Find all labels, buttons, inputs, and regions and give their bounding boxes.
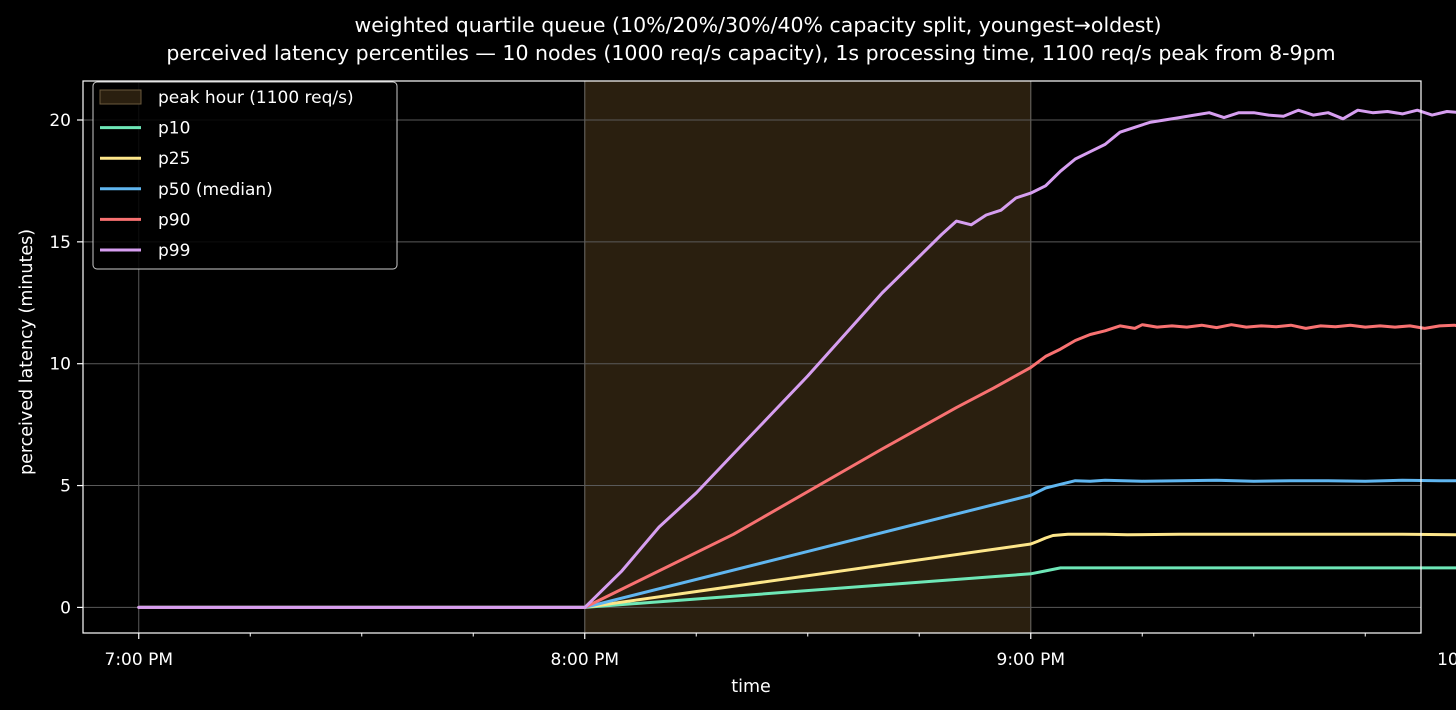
y-tick-label: 5 (60, 477, 71, 497)
legend-box (92, 81, 398, 270)
legend: peak hour (1100 req/s) p10 p25 p50 (median)… (92, 81, 398, 270)
series-line-p10 (137, 566, 1456, 609)
series-line-p90 (137, 323, 1456, 609)
y-tick-label: 0 (60, 598, 71, 618)
x-tick-label: 10:00 PM (1437, 650, 1456, 670)
chart-title: weighted quartile queue (10%/20%/30%/40%… (354, 13, 1161, 37)
x-tick-label: 9:00 PM (997, 650, 1066, 670)
legend-label: peak hour (1100 req/s) (158, 88, 354, 108)
y-tick-label: 10 (49, 355, 71, 375)
series-line-p99 (137, 108, 1456, 609)
peak-hour-band-layer (584, 81, 1032, 633)
series-line-p25 (137, 532, 1456, 609)
x-axis-label: time (731, 677, 771, 697)
peak-hour-band (584, 81, 1031, 633)
chart-subtitle: perceived latency percentiles — 10 nodes… (166, 41, 1335, 65)
axes-layer: 7:00 PM 8:00 PM 9:00 PM 10:00 PM 0 5 10 15 20 (49, 80, 1456, 670)
series-line-p50 (137, 478, 1456, 609)
legend-swatch-peak-hour (99, 89, 142, 105)
plot-frame (82, 80, 1422, 634)
y-tick-label: 15 (49, 233, 71, 253)
x-tick-label: 8:00 PM (551, 650, 620, 670)
y-axis-label: perceived latency (minutes) (17, 229, 37, 475)
legend-label: p25 (158, 149, 190, 169)
legend-label: p90 (158, 210, 190, 230)
legend-label: p50 (median) (158, 180, 273, 200)
series-layer (137, 108, 1456, 609)
x-tick-label: 7:00 PM (105, 650, 174, 670)
legend-label: p10 (158, 119, 190, 139)
legend-label: p99 (158, 241, 190, 261)
y-tick-label: 20 (49, 111, 71, 131)
